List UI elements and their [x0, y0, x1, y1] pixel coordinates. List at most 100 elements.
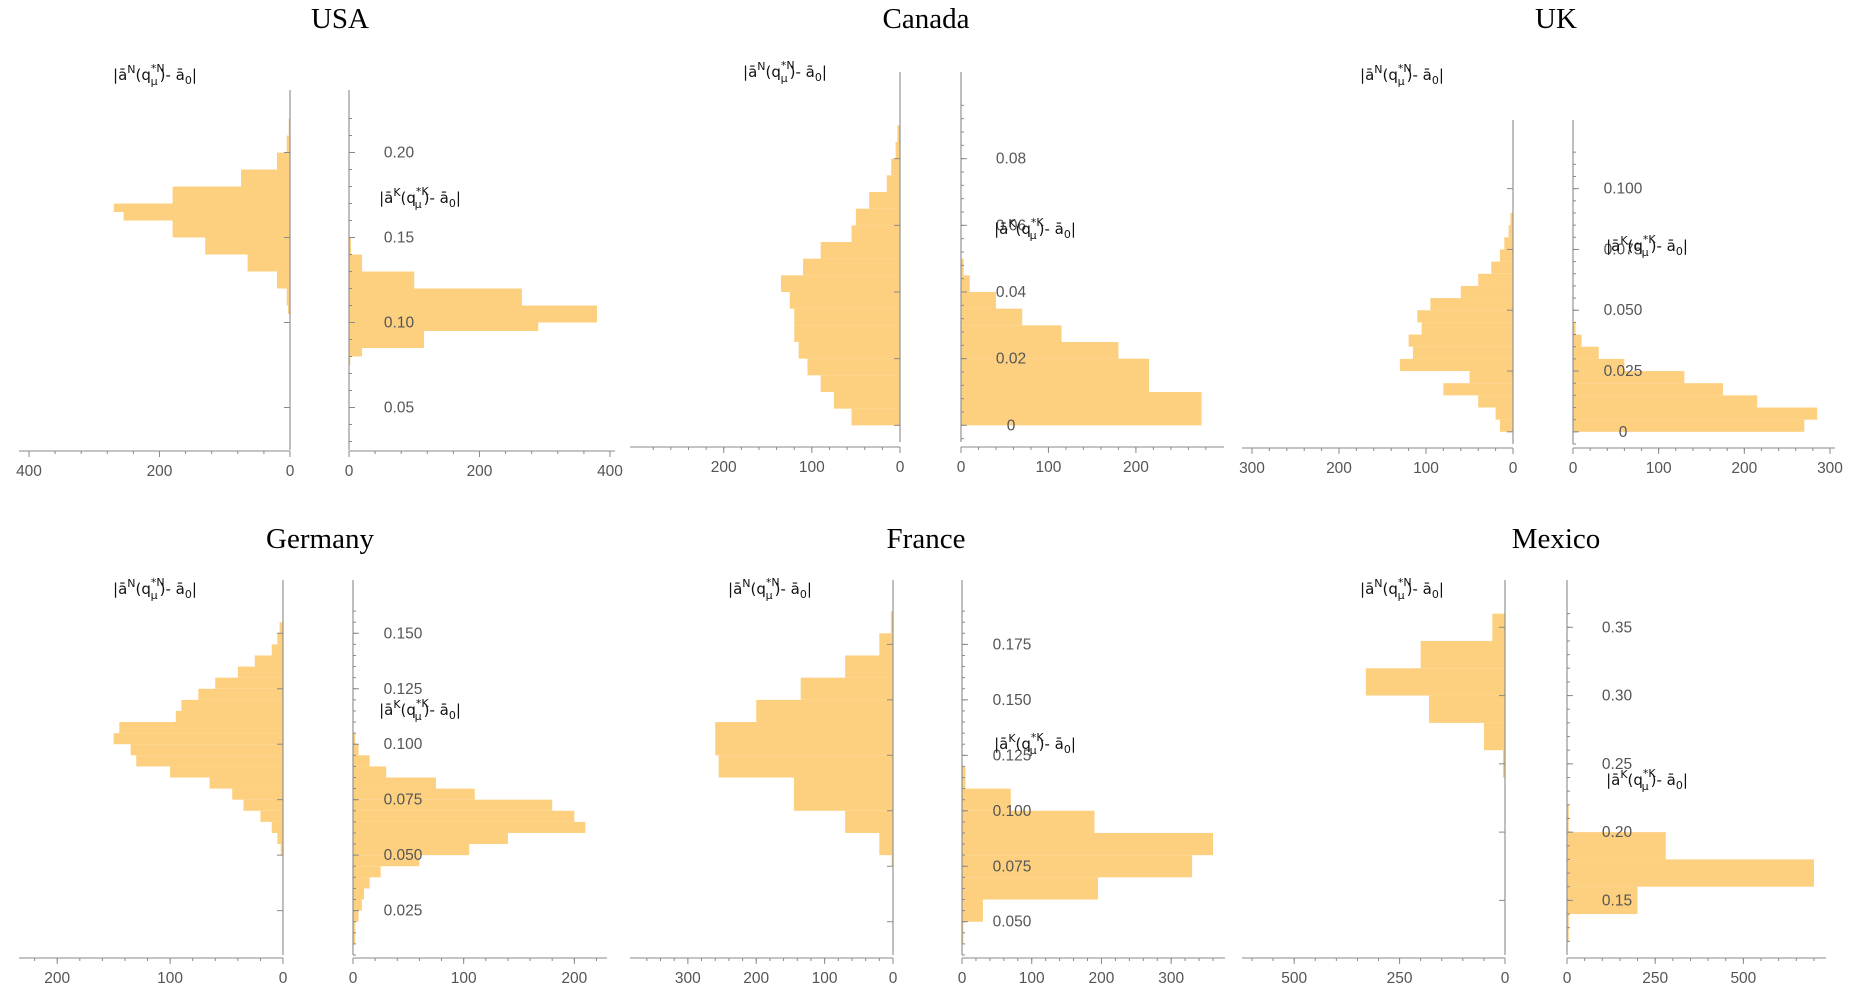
bar-n — [1504, 237, 1513, 250]
bar-n — [833, 392, 900, 409]
y-tick-label: 0.02 — [996, 351, 1026, 368]
x-tick-label: 0 — [345, 463, 354, 480]
x-tick-label: 0 — [957, 459, 966, 476]
bar-n — [276, 152, 290, 170]
bar-k — [353, 788, 475, 800]
bar-n — [789, 292, 900, 309]
bar-k — [1573, 358, 1625, 372]
x-tick-label: 300 — [675, 970, 701, 987]
x-tick-label: 200 — [1123, 459, 1149, 476]
x-tick-label: 0 — [1501, 970, 1510, 987]
bar-n — [851, 408, 900, 426]
bar-n — [260, 810, 283, 822]
bar-n — [279, 622, 283, 634]
bar-k — [962, 855, 1193, 878]
bar-n — [1491, 261, 1513, 274]
bar-n — [845, 655, 893, 678]
bar-k — [353, 733, 356, 745]
bar-n — [1408, 334, 1513, 347]
y-tick-label: 0.075 — [384, 792, 423, 809]
y-tick-label: 0.175 — [993, 636, 1032, 653]
bar-n — [891, 855, 893, 867]
bar-k — [349, 271, 415, 289]
y-tick-label: 0.050 — [1604, 302, 1643, 319]
bar-k — [1573, 395, 1758, 408]
y-tick-label: 0.25 — [1602, 756, 1632, 773]
bar-n — [280, 844, 283, 856]
bar-k — [349, 305, 597, 323]
y-tick-label: 0.025 — [384, 903, 423, 920]
bar-k — [962, 832, 1214, 856]
bar-k — [961, 258, 964, 276]
x-tick-label: 100 — [451, 970, 477, 987]
bar-k — [1573, 322, 1576, 335]
series-label-k: |āK(q*K μ)- ā0| — [1606, 767, 1688, 793]
bar-n — [1499, 249, 1513, 262]
bar-n — [897, 125, 900, 142]
series-label-n: |āN(q*N μ)- ā0| — [113, 62, 197, 88]
bar-n — [136, 755, 283, 767]
bar-n — [209, 777, 283, 789]
bar-n — [807, 358, 900, 376]
bar-n — [241, 169, 290, 187]
y-tick-label: 0.075 — [993, 858, 1032, 875]
bar-n — [803, 258, 900, 276]
series-label-n: |āN(q*N μ)- ā0| — [1360, 576, 1444, 602]
bar-n — [886, 175, 900, 192]
bar-k — [353, 777, 436, 789]
y-tick-label: 0.06 — [996, 217, 1026, 234]
bar-n — [198, 688, 283, 700]
bar-n — [1417, 310, 1513, 323]
bar-n — [119, 722, 283, 734]
y-tick-label: 0.20 — [384, 145, 415, 162]
y-tick-label: 0.125 — [993, 747, 1032, 764]
bar-n — [820, 375, 900, 392]
y-tick-label: 0.050 — [993, 914, 1032, 931]
bar-k — [353, 744, 359, 756]
bar-n — [845, 810, 893, 833]
bar-n — [286, 135, 290, 153]
bar-k — [353, 821, 586, 833]
bar-k — [353, 766, 387, 778]
panel-uk: UK 0 0.025 0.050 0.075 0.100 300 200 100 0 0 100 200… — [1239, 3, 1843, 477]
bar-n — [1469, 371, 1513, 384]
x-tick-label: 100 — [1019, 970, 1045, 987]
bar-k — [1567, 859, 1814, 887]
panel-title: Germany — [266, 523, 374, 555]
y-tick-label: 0.025 — [1604, 363, 1643, 380]
y-tick-label: 0.125 — [384, 681, 423, 698]
bar-n — [232, 788, 283, 800]
bar-n — [781, 275, 900, 292]
x-tick-label: 0 — [1509, 460, 1518, 477]
bar-k — [353, 910, 359, 922]
bar-n — [1429, 695, 1505, 723]
bar-k — [961, 392, 1202, 426]
bar-k — [349, 254, 363, 272]
y-tick-label: 0.35 — [1602, 619, 1632, 636]
x-tick-label: 200 — [44, 970, 70, 987]
series-label-n: |āN(q*N μ)- ā0| — [113, 576, 197, 602]
y-tick-label: 0.30 — [1602, 688, 1633, 705]
bar-k — [1567, 832, 1666, 860]
series-label-k: |āK(q*K μ)- ā0| — [1606, 233, 1688, 259]
x-tick-label: 100 — [1413, 460, 1439, 477]
series-label-n: |āN(q*N μ)- ā0| — [1360, 62, 1444, 88]
bar-n — [1510, 212, 1513, 226]
x-tick-label: 100 — [799, 459, 825, 476]
bar-n — [1495, 407, 1513, 420]
panel-title: France — [887, 523, 966, 555]
y-tick-label: 0.050 — [384, 847, 423, 864]
x-tick-label: 500 — [1730, 970, 1756, 987]
bar-k — [349, 348, 363, 357]
bar-k — [962, 877, 1098, 900]
x-tick-label: 100 — [157, 970, 183, 987]
y-tick-label: 0.20 — [1602, 824, 1633, 841]
x-tick-label: 100 — [1036, 459, 1062, 476]
y-tick-label: 0.15 — [384, 230, 414, 247]
bar-k — [962, 899, 983, 922]
bar-n — [286, 288, 290, 306]
series-label-n: |āN(q*N μ)- ā0| — [728, 576, 812, 602]
x-tick-label: 400 — [16, 463, 42, 480]
bar-k — [1573, 371, 1685, 384]
bar-n — [175, 710, 283, 723]
